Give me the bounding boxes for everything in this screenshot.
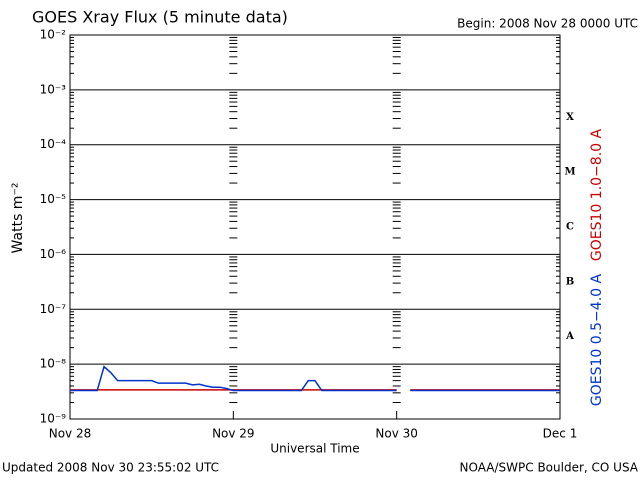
y-tick-label: 10⁻³ — [40, 82, 67, 96]
y-tick-label: 10⁻⁷ — [40, 302, 67, 316]
flare-class-label: C — [566, 222, 574, 233]
series-line — [70, 365, 560, 392]
chart-title: GOES Xray Flux (5 minute data) — [32, 8, 288, 27]
y-tick-label: 10⁻⁹ — [40, 412, 67, 426]
flare-class-label: A — [565, 331, 574, 342]
footer-credit: NOAA/SWPC Boulder, CO USA — [460, 461, 639, 475]
flare-class-label: X — [566, 112, 574, 123]
x-axis-label: Universal Time — [270, 442, 359, 456]
begin-label: Begin: 2008 Nov 28 0000 UTC — [457, 17, 638, 31]
y-axis-label: Watts m⁻² — [10, 183, 26, 254]
footer-updated: Updated 2008 Nov 30 23:55:02 UTC — [2, 461, 219, 475]
x-tick-label: Dec 1 — [543, 427, 578, 441]
y-tick-label: 10⁻⁴ — [40, 137, 67, 151]
legend-entry: GOES10 1.0−8.0 A — [589, 129, 605, 262]
y-tick-label: 10⁻² — [40, 28, 67, 42]
y-tick-label: 10⁻⁶ — [40, 247, 67, 261]
x-tick-label: Nov 28 — [49, 427, 92, 441]
flare-class-label: B — [566, 276, 574, 287]
flare-class-label: M — [564, 167, 575, 178]
x-tick-label: Nov 30 — [375, 427, 418, 441]
plot-frame — [69, 34, 561, 420]
legend-entry: GOES10 0.5−4.0 A — [589, 274, 605, 407]
y-tick-label: 10⁻⁸ — [40, 357, 67, 371]
y-tick-label: 10⁻⁵ — [40, 192, 67, 206]
x-tick-label: Nov 29 — [212, 427, 255, 441]
